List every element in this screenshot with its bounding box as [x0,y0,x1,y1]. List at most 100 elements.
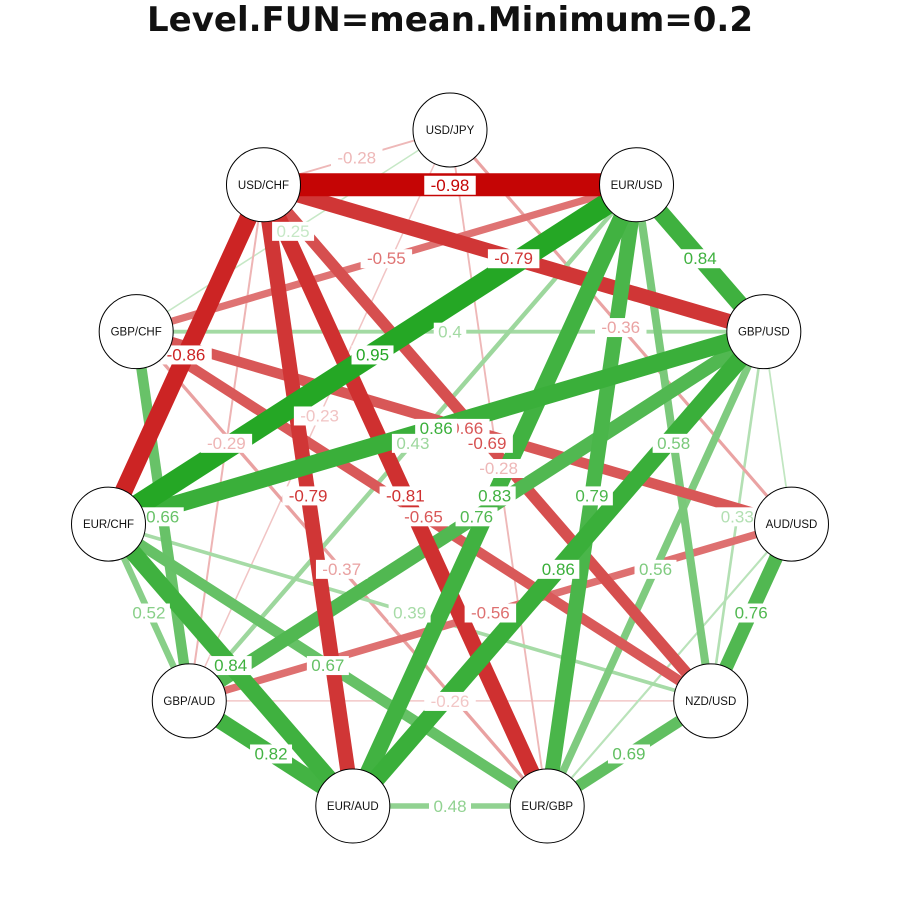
node-label: USD/JPY [426,125,475,137]
edge-label-background [461,433,513,453]
edge-label-background [351,345,394,365]
edge-label-background [415,418,458,438]
edge-label: 0.58 [652,433,695,453]
edge-label: 0.84 [209,656,252,676]
edge-label: 0.52 [127,603,170,623]
edge-label: -0.81 [379,486,432,506]
edge-label: -0.79 [282,486,334,506]
edge-label: 0.4 [433,322,467,342]
node-aud-usd: AUD/USD [753,486,829,562]
edge-label-text: -0.37 [322,560,361,579]
edge-label: -0.37 [315,559,368,579]
node-eur-chf: EUR/CHF [71,486,147,562]
edge-label: 0.43 [391,433,434,453]
edge-label-background [594,318,647,338]
edge-label-background [570,486,613,506]
edge-label-background [634,559,677,579]
edge-label-background [388,603,431,623]
edge-label: 0.79 [570,486,613,506]
edge-label-text: 0.58 [657,434,690,453]
edge-label-text: -0.69 [468,434,507,453]
edge-label: -0.86 [160,345,212,365]
edge-label-text: 0.43 [396,434,429,453]
edge-label-text: 0.76 [460,507,493,526]
edge-label-text: 0.86 [420,419,453,438]
figure-title: Level.FUN=mean.Minimum=0.2 [147,0,753,40]
edge-aud-usd--eur-gbp [546,523,793,807]
edge-label: 0.76 [730,603,773,623]
edge-label: 0.82 [250,744,293,764]
node-circle [71,486,147,562]
edge-label-text: 0.52 [132,604,165,623]
edge-label-text: 0.83 [478,486,511,505]
edge-label-background [127,603,170,623]
edge-label-background [272,221,315,241]
edge-label-background [607,744,650,764]
edge-label: -0.55 [360,249,413,269]
node-circle [753,486,829,562]
edge-label-text: 0.76 [735,604,768,623]
edge-label: 0.33 [716,507,759,527]
node-circle [98,294,174,370]
node-circle [225,147,301,223]
edge-label: 0.86 [415,418,458,438]
edge-label-background [464,603,517,623]
node-nzd-usd: NZD/USD [673,663,749,739]
edge-label-background [330,148,383,168]
edge-label-background [293,406,346,426]
edge-label: -0.29 [200,433,253,453]
edge-label-background [379,486,432,506]
edge-label-text: 0.84 [214,656,247,675]
edge-label-background [160,345,212,365]
edge-label: 0.84 [679,249,722,269]
edge-label-background [429,797,471,817]
edge-label-text: -0.26 [431,692,470,711]
edge-label-text: 0.48 [433,797,466,816]
edge-label-background [360,249,413,269]
node-label: USD/CHF [238,180,289,192]
edge-label: 0.25 [272,221,315,241]
edge-label: -0.28 [472,459,525,479]
edge-label: 0.39 [388,603,431,623]
edge-label: 0.69 [607,744,650,764]
edge-label-text: 0.25 [277,222,310,241]
node-gbp-chf: GBP/CHF [98,294,174,370]
edge-label-text: -0.28 [479,459,518,478]
edge-label-background [315,559,368,579]
edge-label-text: -0.98 [431,176,470,195]
edge-label-text: -0.28 [337,148,376,167]
node-label: GBP/USD [738,327,790,339]
edge-label-background [282,486,334,506]
edge-label-background [424,175,476,195]
edge-label-background [652,433,695,453]
edge-label-text: 0.66 [146,507,179,526]
node-eur-aud: EUR/AUD [315,768,391,844]
edge-label: 0.66 [141,507,184,527]
nodes-layer: USD/JPY EUR/USD GBP/USD AUD/USD NZD/USD EUR/G… [71,92,829,844]
edge-label-text: -0.81 [386,486,425,505]
edge-label-background [537,559,580,579]
edge-label-background [730,603,773,623]
edge-label: 0.56 [634,559,677,579]
edge-label-background [455,507,498,527]
node-eur-gbp: EUR/GBP [509,768,585,844]
node-circle [599,147,675,223]
edge-label: -0.79 [487,249,540,269]
edge-label-background [200,433,253,453]
edge-label: -0.36 [594,318,647,338]
node-label: EUR/USD [611,180,663,192]
edge-label: 0.48 [429,797,471,817]
node-label: EUR/GBP [521,801,573,813]
node-circle [412,92,488,168]
edge-label-text: 0.67 [311,656,344,675]
edge-label-background [397,507,450,527]
edge-label-text: 0.86 [542,560,575,579]
edge-label-text: -0.56 [471,604,510,623]
edge-label-background [679,249,722,269]
node-usd-jpy: USD/JPY [412,92,488,168]
edge-label-text: -0.79 [494,249,533,268]
edge-label-text: 0.82 [254,744,287,763]
edge-label: -0.23 [293,406,346,426]
edge-label: 0.95 [351,345,394,365]
